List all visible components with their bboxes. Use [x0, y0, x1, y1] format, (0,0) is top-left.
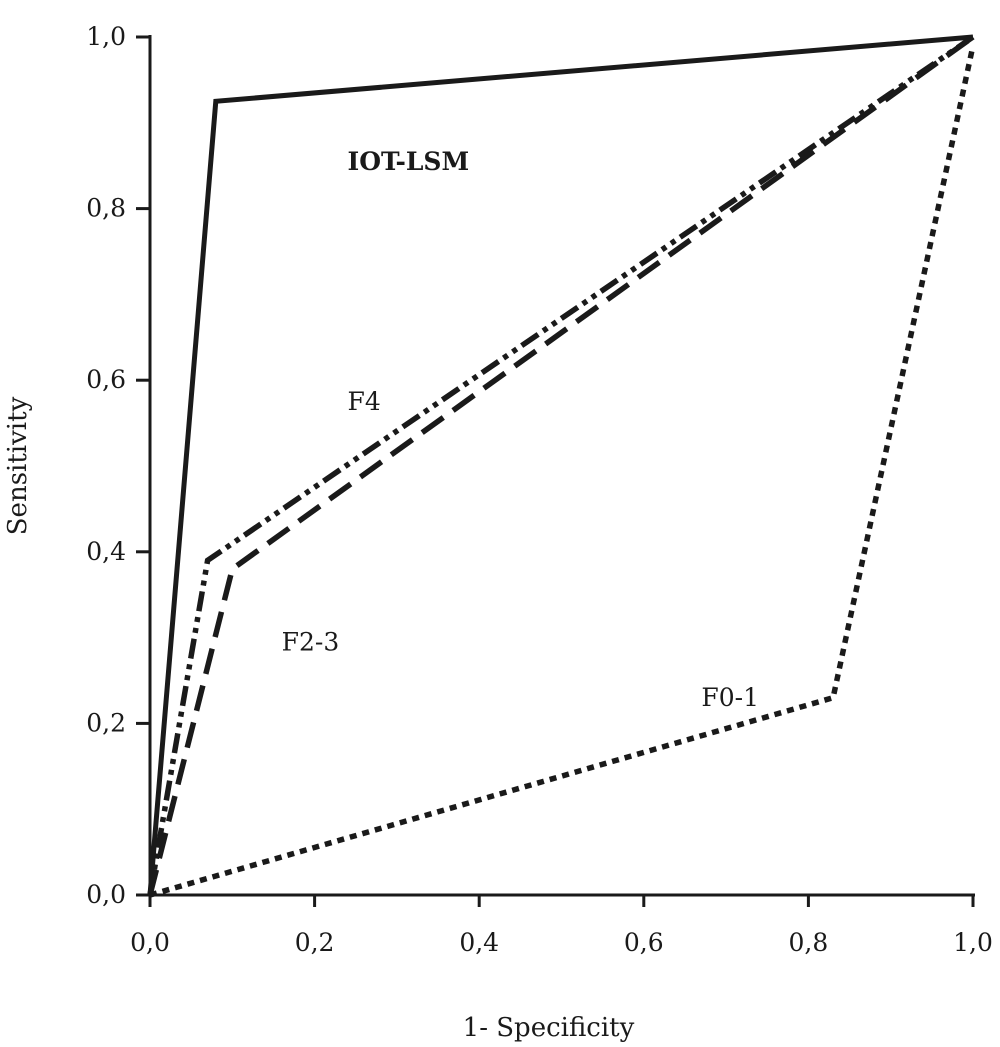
x-tick-label: 0,0 [130, 928, 170, 957]
series-line-iot-lsm [147, 34, 974, 896]
y-tick-label: 0,2 [86, 708, 126, 737]
series-label-f0-1: F0-1 [701, 683, 759, 712]
series-line-f4 [147, 34, 975, 896]
series-label-f2-3: F2-3 [282, 627, 340, 656]
x-tick-label: 1,0 [953, 928, 993, 957]
y-tick-label: 0,8 [86, 194, 126, 223]
x-tick-label: 0,6 [624, 928, 664, 957]
y-tick-label: 1,0 [86, 22, 126, 51]
x-tick-label: 0,8 [789, 928, 829, 957]
series-layer [147, 34, 976, 898]
y-tick-label: 0,4 [86, 537, 126, 566]
x-axis-title: 1- Specificity [463, 1013, 635, 1043]
y-tick-label: 0,6 [86, 365, 126, 394]
x-tick-label: 0,4 [459, 928, 499, 957]
labels: 1- Specificity Sensitivity IOT-LSM F4 F2-3 F0… [3, 147, 759, 1043]
axes: 0,0 0,2 0,4 0,6 0,8 1,0 0,0 0,2 0,4 0,6 0,8 1,0 [86, 22, 993, 957]
series-line-f0-1 [149, 45, 976, 898]
x-tick-label: 0,2 [295, 928, 335, 957]
series-label-iot-lsm: IOT-LSM [348, 147, 470, 176]
series-label-f4: F4 [348, 387, 381, 416]
y-tick-label: 0,0 [86, 880, 126, 909]
y-axis-title: Sensitivity [3, 396, 33, 535]
series-line-f2-3 [147, 34, 975, 896]
